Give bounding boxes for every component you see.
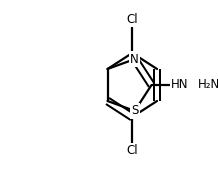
Text: HN: HN <box>171 78 189 91</box>
Text: S: S <box>131 104 138 117</box>
Text: Cl: Cl <box>126 13 138 26</box>
Text: Cl: Cl <box>126 144 138 157</box>
Text: N: N <box>130 53 139 66</box>
Text: H₂N: H₂N <box>198 78 218 91</box>
